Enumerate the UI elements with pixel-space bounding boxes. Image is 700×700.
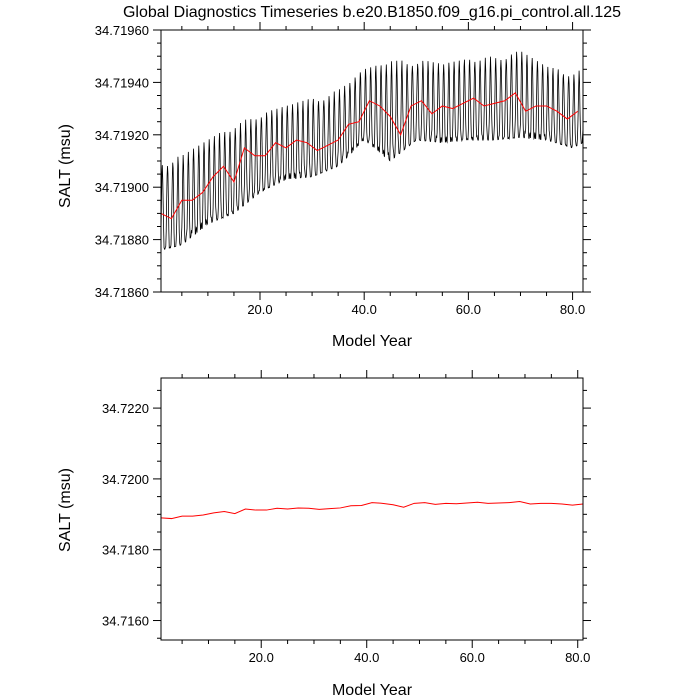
top-x-axis-label: Model Year (332, 333, 413, 350)
bottom-y-tick-label: 34.7160 (102, 614, 149, 629)
top-y-tick-label: 34.71900 (95, 180, 149, 195)
top-x-tick-label: 60.0 (456, 302, 481, 317)
top-series-monthly (160, 51, 584, 250)
bottom-x-tick-label: 40.0 (354, 650, 379, 665)
top-y-tick-label: 34.71940 (95, 75, 149, 90)
top-y-tick-label: 34.71880 (95, 233, 149, 248)
top-plot-area: 20.0 40.0 60.0 80.0 34.71860 34.71880 34.71900… (95, 22, 591, 317)
bottom-plot-area: 20.0 40.0 60.0 80.0 34.7160 34.7180 34.7200 34.… (102, 370, 591, 665)
top-y-tick-label: 34.71920 (95, 128, 149, 143)
bottom-x-tick-label: 80.0 (565, 650, 590, 665)
top-x-tick-label: 40.0 (352, 302, 377, 317)
bottom-x-tick-label: 60.0 (460, 650, 485, 665)
bottom-series-annual-mean (160, 501, 584, 520)
bottom-plot-frame (160, 377, 584, 641)
bottom-y-tick-label: 34.7180 (102, 543, 149, 558)
bottom-y-axis-label: SALT (msu) (57, 468, 74, 552)
bottom-chart: 20.0 40.0 60.0 80.0 34.7160 34.7180 34.7200 34.… (57, 370, 591, 699)
top-series-annual-mean (160, 92, 579, 220)
bottom-x-axis-label: Model Year (332, 682, 413, 699)
top-y-tick-label: 34.71960 (95, 23, 149, 38)
figure-title: Global Diagnostics Timeseries b.e20.B185… (123, 4, 621, 21)
top-chart: 20.0 40.0 60.0 80.0 34.71860 34.71880 34.71900… (57, 22, 591, 350)
bottom-y-tick-label: 34.7200 (102, 472, 149, 487)
top-y-axis-label: SALT (msu) (57, 124, 74, 208)
top-y-tick-label: 34.71860 (95, 285, 149, 300)
bottom-x-tick-label: 20.0 (249, 650, 274, 665)
bottom-y-tick-label: 34.7220 (102, 401, 149, 416)
top-x-tick-label: 80.0 (560, 302, 585, 317)
top-x-tick-label: 20.0 (247, 302, 272, 317)
